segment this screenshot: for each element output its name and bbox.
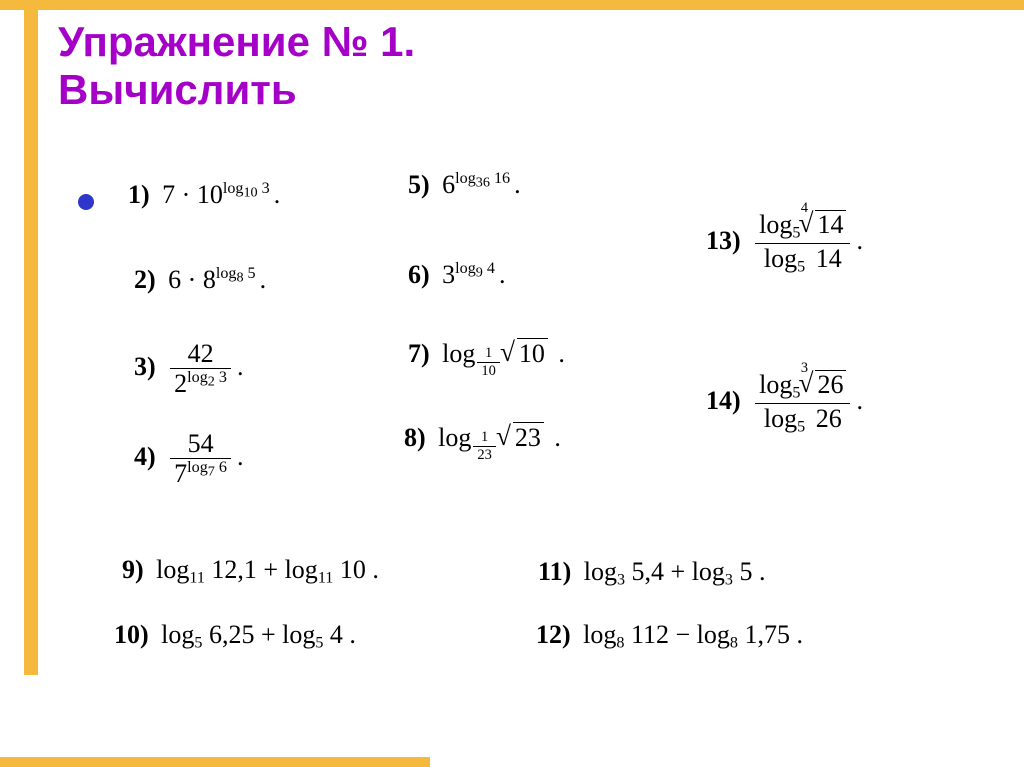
item-number: 12) (536, 620, 571, 649)
item-number: 6) (408, 260, 430, 289)
item-number: 10) (114, 620, 149, 649)
item-number: 7) (408, 339, 430, 368)
item-expression: log123 23 . (438, 423, 561, 452)
item-expression: 7 · 10log10 3. (162, 180, 280, 209)
item-expression: 6 · 8log8 5. (168, 265, 266, 294)
item-11: 11) log3 5,4 + log3 5 . (538, 557, 765, 590)
exercise-area: 1) 7 · 10log10 3. 2) 6 · 8log8 5. 3) 42 … (58, 160, 994, 737)
item-14: 14) log5 326 log5 26 . (706, 370, 863, 437)
bullet-icon (78, 194, 94, 210)
item-number: 14) (706, 386, 741, 415)
item-number: 8) (404, 423, 426, 452)
item-9: 9) log11 12,1 + log11 10 . (122, 555, 379, 588)
item-4: 4) 54 7log7 6 . (134, 430, 243, 488)
item-10: 10) log5 6,25 + log5 4 . (114, 620, 356, 653)
item-expression: log11 12,1 + log11 10 . (156, 555, 379, 584)
title-line-1: Упражнение № 1. (58, 18, 415, 66)
item-8: 8) log123 23 . (404, 422, 561, 464)
item-expression: 3log9 4. (442, 260, 505, 289)
item-expression: 6log36 16. (442, 170, 520, 199)
item-expression: log5 6,25 + log5 4 . (161, 620, 356, 649)
item-number: 2) (134, 265, 156, 294)
item-7: 7) log110 10 . (408, 338, 565, 380)
title: Упражнение № 1. Вычислить (58, 18, 415, 115)
item-1: 1) 7 · 10log10 3. (128, 180, 280, 210)
item-number: 1) (128, 180, 150, 209)
decor-bottom (0, 757, 430, 767)
item-3: 3) 42 2log2 3 . (134, 340, 243, 398)
decor-top (0, 0, 1024, 10)
item-expression: 42 2log2 3 . (168, 352, 243, 381)
item-number: 13) (706, 226, 741, 255)
decor-left (24, 0, 38, 675)
item-number: 5) (408, 170, 430, 199)
item-expression: log5 326 log5 26 . (753, 386, 863, 415)
item-number: 4) (134, 442, 156, 471)
item-expression: log8 112 − log8 1,75 . (583, 620, 803, 649)
item-13: 13) log5 414 log5 14 . (706, 210, 863, 277)
item-number: 9) (122, 555, 144, 584)
item-5: 5) 6log36 16. (408, 170, 521, 200)
item-6: 6) 3log9 4. (408, 260, 505, 290)
item-number: 3) (134, 352, 156, 381)
item-number: 11) (538, 557, 571, 586)
item-expression: log110 10 . (442, 339, 565, 368)
item-2: 2) 6 · 8log8 5. (134, 265, 266, 295)
item-expression: log5 414 log5 14 . (753, 226, 863, 255)
item-12: 12) log8 112 − log8 1,75 . (536, 620, 803, 653)
title-line-2: Вычислить (58, 66, 415, 114)
item-expression: log3 5,4 + log3 5 . (584, 557, 766, 586)
item-expression: 54 7log7 6 . (168, 442, 243, 471)
